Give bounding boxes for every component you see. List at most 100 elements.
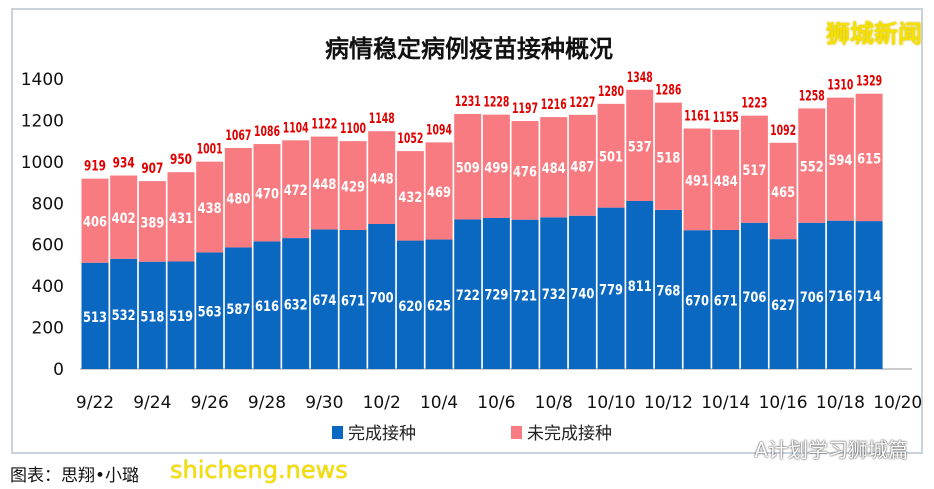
bar-incomplete [712, 129, 740, 231]
bar-completed [568, 215, 596, 369]
data-label-total: 1100 [340, 121, 366, 137]
bar-completed [81, 262, 109, 369]
data-label-incomplete: 465 [771, 185, 795, 201]
y-tick-label: 0 [53, 360, 64, 380]
y-tick-label: 800 [32, 194, 64, 214]
data-label-incomplete: 484 [714, 174, 738, 190]
bar-completed [482, 217, 510, 369]
x-tick-label: 10/6 [477, 393, 515, 413]
data-label-incomplete: 552 [800, 160, 824, 176]
x-tick-label: 9/30 [305, 393, 343, 413]
data-label-completed: 716 [828, 289, 852, 305]
bar-completed [540, 217, 568, 369]
data-label-incomplete: 472 [284, 183, 308, 199]
bar-completed [626, 201, 654, 369]
bar-incomplete [196, 161, 224, 253]
data-label-total: 907 [141, 161, 163, 177]
data-label-incomplete: 448 [370, 172, 394, 188]
chart-frame: 病情稳定病例疫苗接种概况 0 200 400 600 800 1000 1200 1400 513… [11, 8, 923, 454]
bar-incomplete [798, 108, 826, 223]
bar-completed [597, 207, 625, 369]
data-label-completed: 519 [169, 309, 193, 325]
data-label-total: 1223 [741, 96, 767, 112]
data-label-incomplete: 491 [685, 173, 709, 189]
data-label-incomplete: 615 [857, 151, 881, 167]
data-label-incomplete: 470 [255, 187, 279, 203]
bar-completed [855, 221, 883, 369]
bar-incomplete [568, 114, 596, 216]
data-label-total: 950 [170, 152, 192, 168]
data-label-total: 1161 [684, 109, 710, 125]
data-label-completed: 616 [255, 299, 279, 315]
data-label-completed: 671 [341, 294, 365, 310]
data-label-total: 1286 [655, 83, 681, 99]
bar-completed [769, 239, 797, 369]
data-label-total: 1310 [827, 78, 853, 94]
data-label-completed: 700 [370, 291, 394, 307]
x-tick-label: 10/4 [420, 393, 458, 413]
x-tick-label: 10/18 [816, 393, 865, 413]
data-label-total: 1104 [283, 120, 309, 136]
legend-label-incomplete: 未完成接种 [527, 424, 612, 444]
data-label-completed: 632 [284, 298, 308, 314]
bar-incomplete [855, 93, 883, 222]
legend-label-completed: 完成接种 [348, 424, 416, 444]
data-label-completed: 706 [800, 290, 824, 306]
x-tick-label: 10/10 [587, 393, 636, 413]
data-label-incomplete: 448 [312, 177, 336, 193]
y-tick-label: 200 [32, 319, 64, 339]
data-label-total: 1197 [512, 101, 538, 117]
bar-incomplete [368, 131, 396, 224]
data-label-total: 1348 [627, 70, 653, 86]
bar-incomplete [454, 114, 482, 220]
data-label-incomplete: 432 [398, 190, 422, 206]
y-tick-label: 1400 [21, 70, 64, 90]
data-label-completed: 518 [140, 309, 164, 325]
data-label-completed: 721 [513, 288, 537, 304]
bar-incomplete [769, 142, 797, 240]
data-label-total: 1001 [197, 142, 223, 158]
chart-title: 病情稳定病例疫苗接种概况 [325, 35, 613, 63]
bar-incomplete [654, 102, 682, 210]
data-label-completed: 779 [599, 282, 623, 298]
bar-completed [196, 252, 224, 369]
chart-credit: 图表：思翔•小璐 [10, 466, 140, 486]
bar-completed [425, 239, 453, 369]
legend-swatch-incomplete [511, 426, 522, 439]
bar-incomplete [425, 142, 453, 240]
data-label-incomplete: 499 [484, 160, 508, 176]
data-label-incomplete: 487 [570, 159, 594, 175]
bar-completed [310, 229, 338, 369]
x-tick-label: 10/8 [535, 393, 573, 413]
data-label-total: 1231 [455, 94, 481, 110]
bar-completed [654, 209, 682, 369]
y-tick-label: 1000 [21, 153, 64, 173]
data-label-total: 1228 [483, 95, 509, 111]
data-label-completed: 625 [427, 298, 451, 314]
data-label-total: 1094 [426, 122, 452, 138]
data-label-completed: 732 [542, 287, 566, 303]
data-label-total: 1148 [369, 111, 395, 127]
bar-incomplete [110, 175, 138, 259]
bar-incomplete [224, 147, 252, 248]
bar-incomplete [339, 141, 367, 231]
bar-incomplete [253, 144, 281, 242]
data-label-completed: 706 [742, 290, 766, 306]
data-label-completed: 513 [83, 310, 107, 326]
data-label-total: 934 [113, 156, 135, 172]
y-tick-label: 1200 [21, 111, 64, 131]
data-label-completed: 620 [398, 299, 422, 315]
data-label-completed: 563 [198, 305, 222, 321]
bar-completed [253, 241, 281, 369]
data-label-incomplete: 594 [828, 153, 852, 169]
bar-completed [683, 230, 711, 369]
watermark-wechat: A计划学习狮城篇 [754, 438, 908, 462]
x-tick-label: 10/20 [873, 393, 922, 413]
data-label-completed: 670 [685, 294, 709, 310]
bar-incomplete [138, 181, 166, 262]
data-label-incomplete: 406 [83, 215, 107, 231]
data-label-incomplete: 517 [742, 163, 766, 179]
bar-incomplete [597, 103, 625, 208]
data-label-total: 1216 [541, 97, 567, 113]
x-tick-label: 10/12 [644, 393, 693, 413]
